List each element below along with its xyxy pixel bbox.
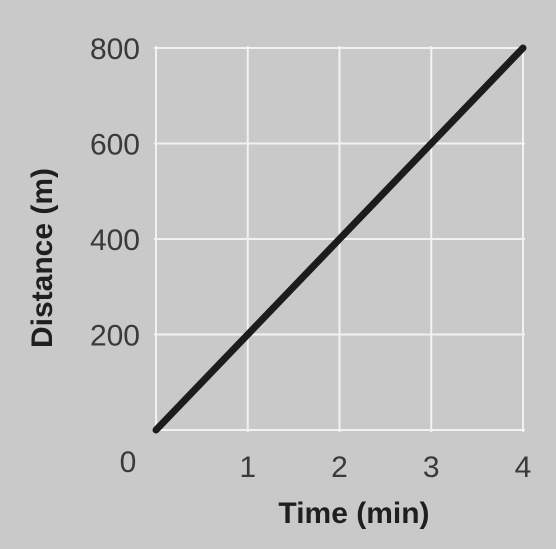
x-tick-label-4: 4 xyxy=(515,451,532,484)
grid xyxy=(154,46,525,432)
y-tick-label-400: 400 xyxy=(90,224,140,257)
x-tick-label-3: 3 xyxy=(423,451,440,484)
x-tick-label-1: 1 xyxy=(239,451,256,484)
y-axis-title: Distance (m) xyxy=(26,168,59,348)
y-tick-label-200: 200 xyxy=(90,320,140,353)
x-tick-label-0: 0 xyxy=(120,446,137,479)
x-axis-title: Time (min) xyxy=(278,497,429,530)
tick-labels: 0 1 2 3 4 200 400 600 800 xyxy=(90,33,531,484)
x-tick-label-2: 2 xyxy=(331,451,348,484)
series-line-0 xyxy=(152,44,527,434)
y-tick-label-800: 800 xyxy=(90,33,140,66)
series-group xyxy=(152,44,527,434)
y-tick-label-600: 600 xyxy=(90,129,140,162)
